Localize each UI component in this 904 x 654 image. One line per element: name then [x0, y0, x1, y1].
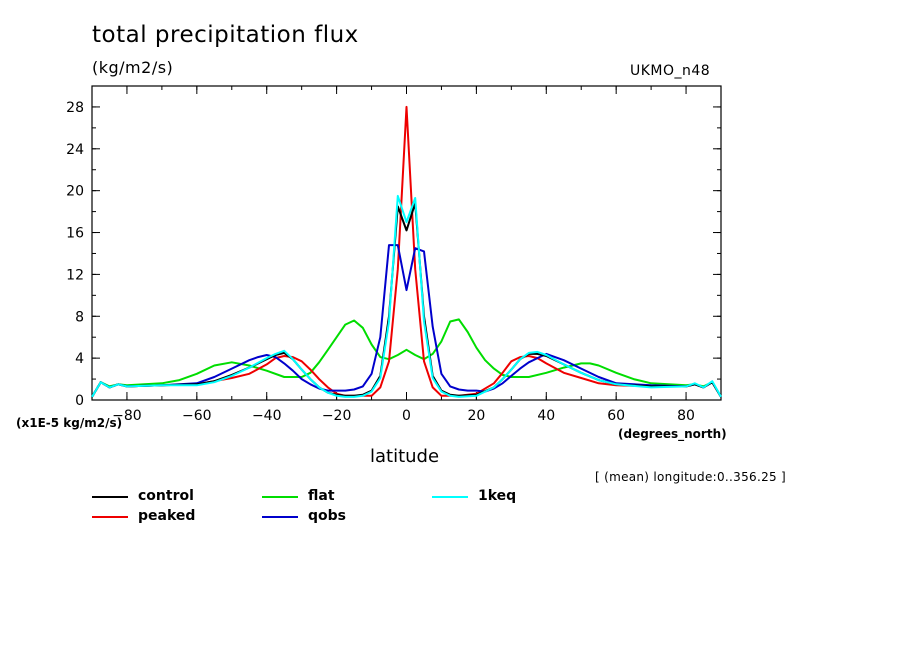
series-line-1keq: [91, 194, 722, 398]
model-label: UKMO_n48: [630, 63, 711, 79]
series-line-control: [91, 202, 722, 398]
x-tick-label: 80: [677, 408, 695, 424]
x-tick-label: 40: [537, 408, 555, 424]
x-tick-label: 20: [467, 408, 485, 424]
x-tick-label: 0: [402, 408, 411, 424]
legend-swatch: [92, 516, 128, 518]
chart-title: total precipitation flux: [92, 22, 359, 48]
y-tick-label: 4: [75, 351, 84, 367]
legend-swatch: [262, 516, 298, 518]
y-tick-label: 16: [66, 226, 84, 242]
x-units-label: (degrees_north): [618, 427, 727, 441]
y-tick-label: 0: [75, 393, 84, 409]
legend-swatch: [432, 496, 468, 498]
legend-label: qobs: [308, 508, 346, 524]
plot-frame: [91, 85, 722, 401]
legend-swatch: [262, 496, 298, 498]
mean-note: [ (mean) longitude:0..356.25 ]: [595, 470, 787, 484]
x-tick-label: −20: [322, 408, 352, 424]
y-tick-label: 12: [66, 267, 84, 283]
x-tick-label: −40: [252, 408, 282, 424]
units-label: (kg/m2/s): [92, 58, 174, 77]
y-scale-label: (x1E-5 kg/m2/s): [16, 416, 123, 430]
x-tick-label: 60: [607, 408, 625, 424]
y-tick-label: 20: [66, 184, 84, 200]
y-tick-label: 24: [66, 142, 84, 158]
axis-ticks: −80 −60 −40 −20 0 20 40 60 80 0 4 8 12 16 20 24 28: [66, 85, 722, 424]
legend-label: flat: [308, 488, 335, 504]
x-tick-label: −80: [112, 408, 142, 424]
y-tick-label: 28: [66, 100, 84, 116]
legend-label: control: [138, 488, 194, 504]
x-tick-label: −60: [182, 408, 212, 424]
legend-label: 1keq: [478, 488, 517, 504]
legend-label: peaked: [138, 508, 196, 524]
x-axis-label: latitude: [370, 446, 440, 467]
legend-swatch: [92, 496, 128, 498]
series-line-peaked: [91, 105, 722, 398]
series-lines: [91, 105, 722, 398]
series-line-flat: [91, 318, 722, 398]
series-line-qobs: [91, 244, 722, 398]
y-tick-label: 8: [75, 309, 84, 325]
